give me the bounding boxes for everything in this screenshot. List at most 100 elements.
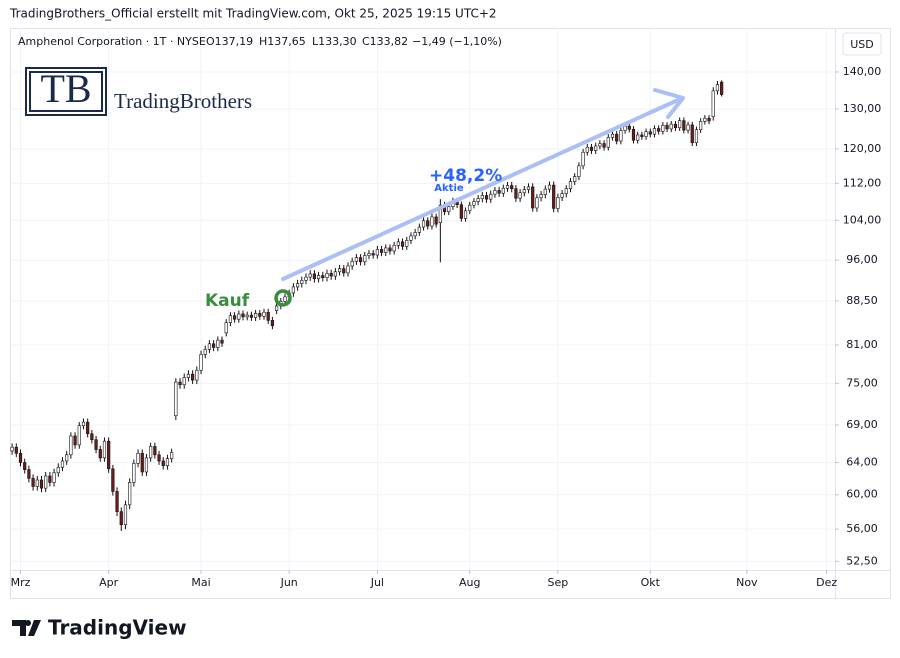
candle-body [123,504,128,526]
candle-body [220,339,224,344]
candle-body [291,286,295,294]
candle-body [39,479,44,489]
candle-body [678,120,682,129]
candle-body [73,435,77,446]
candle-body [715,84,720,92]
candle-body [711,90,715,117]
arrow-head [653,88,685,119]
footer-text: TradingView [48,616,187,640]
candle-body [480,195,484,200]
candle-body [472,201,476,206]
candle-body [497,190,501,194]
candle-body [216,339,220,348]
candle-body [77,425,81,446]
candle-body [212,343,216,348]
candle-body [405,240,409,247]
candle-body [354,257,358,262]
candle-body [316,275,321,280]
candle-body [254,313,258,318]
logo: TB TradingBrothers [25,66,252,116]
candle-body [619,130,623,142]
candle-body [379,249,384,253]
candle-body [493,190,497,195]
candle-body [573,176,577,182]
candle-body [585,146,589,153]
candle-body [388,247,392,252]
candle-body [636,134,640,141]
candle-body [631,129,636,141]
y-tick-label: 112,00 [843,176,882,189]
legend-value: −1,49 (−1,10%) [412,35,502,48]
candle-body [86,421,90,435]
candle-body [60,460,65,468]
candle-body [325,273,329,278]
x-tick-label: Sep [548,576,569,589]
candle-body [207,343,212,350]
candle-body [602,143,606,148]
candle-body [409,235,413,241]
candle-body [438,204,442,223]
gain-label: +48,2% [429,166,502,186]
candle-body [14,446,18,454]
candle-body [333,271,337,277]
candle-body [400,241,405,247]
currency: USD [850,38,874,51]
candle-body [371,253,375,256]
legend-value: H137,65 [259,35,306,48]
candle-body [321,275,325,278]
candle-body [682,120,686,131]
candle-body [358,257,363,263]
candle-body [434,216,438,225]
candle-body [102,440,107,459]
candle-body [430,216,434,227]
candle-body [673,123,678,129]
candle-body [392,245,396,252]
candle-body [699,121,703,131]
candle-body [669,123,673,130]
candle-body [10,446,14,452]
x-tick-label: Okt [641,576,661,589]
candle-body [295,283,300,288]
candle-body [514,188,518,199]
candle-body [694,129,699,143]
candle-body [594,145,598,151]
annotations: Kauf +48,2% Aktie [205,88,685,311]
candle-body [329,273,333,277]
candle-body [615,133,619,142]
candle-body [384,247,388,253]
x-tick-label: Mrz [11,576,31,589]
candle-body [153,446,157,456]
y-tick-label: 69,00 [846,418,878,431]
candle-body [375,249,379,256]
candle-body [48,475,52,483]
candle-body [623,125,627,131]
candle-body [484,195,489,200]
x-tick-label: Mai [191,576,210,589]
candle-body [417,226,421,233]
candle-body [640,134,644,137]
candle-body [228,315,233,324]
candle-body [224,322,228,334]
candle-body [657,128,661,132]
candle-body [136,452,140,464]
candle-body [589,146,594,151]
candle-body [241,313,245,318]
candle-body [703,117,707,122]
candle-body [547,184,552,190]
candle-body [552,184,556,209]
candle-body [350,260,354,267]
gain-note: Aktie [434,183,464,194]
trend-arrow [281,98,680,281]
x-tick-label: Dez [816,576,837,589]
candle-body [107,440,111,470]
candle-body [149,446,153,459]
y-tick-label: 88,50 [846,294,878,307]
candle-body [161,460,165,466]
candle-body [598,143,602,147]
candle-body [707,117,711,122]
candle-body [610,133,615,138]
candle-body [182,377,186,386]
candle-body [44,475,48,489]
candle-body [199,354,203,371]
